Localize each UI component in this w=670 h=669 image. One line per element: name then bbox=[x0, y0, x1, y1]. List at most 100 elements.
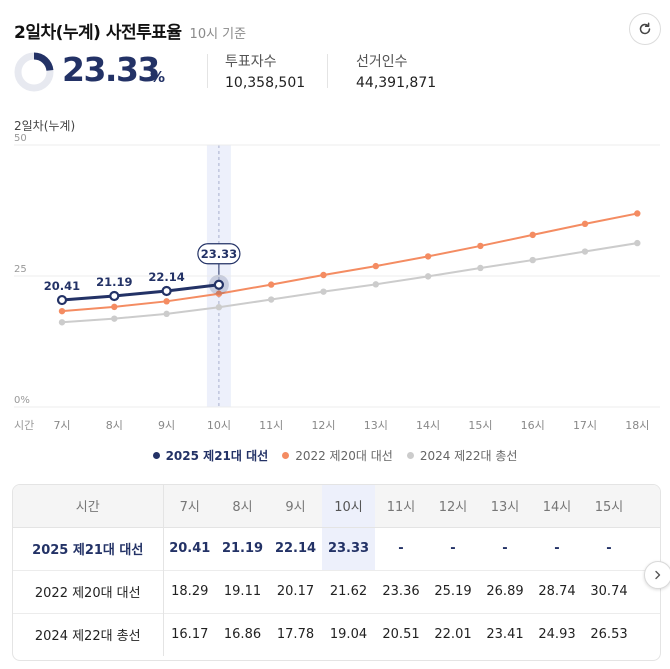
table-cell: 19.11 bbox=[223, 584, 262, 599]
table-cell: 16.17 bbox=[171, 627, 209, 643]
table-cell: - bbox=[554, 541, 560, 556]
legend-dot-icon bbox=[282, 452, 290, 459]
data-label: 23.33 bbox=[201, 247, 237, 261]
table-cell: 21.62 bbox=[329, 584, 368, 599]
turnout-donut bbox=[14, 52, 54, 92]
legend-item-2025[interactable]: 2025 제21대 대선 bbox=[152, 447, 268, 464]
data-point bbox=[215, 304, 223, 311]
table-cell: 22.14 bbox=[274, 541, 317, 556]
page-header: 2일차(누계) 사전투표율 10시 기준 bbox=[14, 18, 246, 43]
data-point bbox=[634, 210, 641, 217]
table-cell: 17.78 bbox=[276, 627, 315, 643]
x-tick-label: 9시 bbox=[158, 419, 175, 432]
data-point bbox=[58, 307, 66, 315]
row-name: 2024 제22대 총선 bbox=[13, 613, 164, 656]
table-header-cell: 8시 bbox=[216, 485, 269, 528]
table-cell: 26.89 bbox=[486, 584, 524, 599]
series-line bbox=[61, 242, 638, 324]
table-header-cell: 16 bbox=[635, 485, 660, 528]
refresh-button[interactable] bbox=[629, 13, 661, 45]
electors-label: 선거인수 bbox=[356, 54, 408, 70]
table-header-row: 시간 7시 8시 9시 10시 11시 12시 13시 14시 15시 16 bbox=[13, 485, 660, 528]
legend-dot-icon bbox=[152, 452, 160, 459]
chevron-right-icon bbox=[655, 570, 661, 580]
table-scroll-right-button[interactable] bbox=[644, 561, 670, 589]
table-cell: 28 bbox=[635, 613, 660, 656]
x-tick-label: 13시 bbox=[364, 419, 388, 432]
table-header-cell: 15시 bbox=[583, 485, 635, 528]
data-point bbox=[634, 239, 641, 247]
data-point bbox=[424, 253, 432, 260]
table-cell: 20.17 bbox=[276, 584, 315, 599]
table-cell: 24.93 bbox=[538, 627, 576, 643]
table-cell: 30.74 bbox=[590, 584, 628, 599]
table-cell: 28.74 bbox=[538, 584, 576, 599]
turnout-table: 시간 7시 8시 9시 10시 11시 12시 13시 14시 15시 16 2… bbox=[13, 485, 660, 656]
divider bbox=[327, 54, 328, 88]
data-point bbox=[581, 248, 589, 255]
chart-legend: 2025 제21대 대선 2022 제20대 대선 2024 제22대 총선 bbox=[0, 447, 670, 464]
row-name: 2025 제21대 대선 bbox=[13, 527, 164, 570]
legend-item-2024[interactable]: 2024 제22대 총선 bbox=[406, 447, 517, 464]
data-point bbox=[477, 264, 484, 272]
data-point bbox=[581, 220, 589, 228]
data-point bbox=[163, 310, 170, 318]
table-cell: 23.36 bbox=[382, 584, 420, 599]
data-point bbox=[109, 290, 120, 302]
turnout-table-container[interactable]: 시간 7시 8시 9시 10시 11시 12시 13시 14시 15시 16 2… bbox=[12, 484, 661, 661]
data-point bbox=[529, 256, 536, 264]
table-header-cell: 12시 bbox=[427, 485, 479, 528]
x-tick-label: 11시 bbox=[259, 419, 283, 432]
data-point bbox=[268, 296, 275, 303]
chart-title: 2일차(누계) bbox=[14, 119, 76, 133]
x-tick-label: 17시 bbox=[573, 419, 597, 432]
voters-stat: 투표자수 10,358,501 bbox=[225, 51, 305, 91]
table-cell: 20.41 bbox=[169, 541, 211, 556]
turnout-rate: 23.33 bbox=[62, 50, 160, 89]
table-header-cell: 10시 bbox=[322, 485, 375, 528]
y-tick-label: 0% bbox=[14, 395, 30, 406]
row-name: 2022 제20대 대선 bbox=[13, 570, 164, 613]
table-cell: 25.19 bbox=[434, 584, 472, 599]
page-title: 2일차(누계) 사전투표율 bbox=[14, 23, 182, 43]
data-point bbox=[477, 242, 484, 250]
y-tick-label: 50 bbox=[14, 134, 27, 144]
data-point bbox=[268, 281, 275, 288]
legend-dot-icon bbox=[406, 452, 414, 459]
data-point bbox=[111, 315, 118, 322]
series-line bbox=[61, 212, 638, 313]
table-cell: 19.04 bbox=[329, 627, 368, 643]
table-cell: - bbox=[606, 541, 612, 556]
table-cell: 16.86 bbox=[223, 627, 262, 643]
legend-label: 2022 제20대 대선 bbox=[295, 449, 393, 463]
table-cell: 23.41 bbox=[486, 627, 524, 643]
divider bbox=[207, 54, 208, 88]
x-tick-label: 12시 bbox=[311, 419, 335, 432]
y-tick-label: 25 bbox=[14, 264, 27, 275]
data-point bbox=[424, 273, 432, 280]
table-row: 2022 제20대 대선 18.29 19.11 20.17 21.62 23.… bbox=[13, 570, 660, 613]
data-point bbox=[163, 298, 170, 305]
x-tick-label: 15시 bbox=[468, 419, 492, 432]
x-tick-label: 16시 bbox=[521, 419, 545, 432]
legend-item-2022[interactable]: 2022 제20대 대선 bbox=[282, 447, 393, 464]
turnout-summary: 23.33 % 투표자수 10,358,501 선거인수 44,391,871 bbox=[14, 50, 474, 92]
table-cell: 22.01 bbox=[434, 627, 472, 643]
data-label: 20.41 bbox=[44, 279, 80, 293]
turnout-line-chart: 50 25 0% 시간 7시 8시 9시 10시 11시 12시 13시 14시 15시 16시 17시 18… bbox=[14, 134, 660, 432]
data-point bbox=[111, 303, 118, 311]
table-cell: - bbox=[398, 541, 404, 556]
table-row: 2025 제21대 대선 20.41 21.19 22.14 23.33 - -… bbox=[13, 527, 660, 570]
data-label: 21.19 bbox=[96, 275, 132, 289]
table-cell: 21.19 bbox=[221, 541, 264, 556]
table-header-cell: 9시 bbox=[269, 485, 322, 528]
table-header-cell: 11시 bbox=[375, 485, 427, 528]
table-header-cell: 13시 bbox=[479, 485, 531, 528]
table-cell: - bbox=[450, 541, 456, 556]
data-point bbox=[161, 285, 172, 297]
electors-stat: 선거인수 44,391,871 bbox=[356, 51, 436, 91]
table-cell: - bbox=[502, 541, 508, 556]
x-tick-label: 14시 bbox=[416, 419, 440, 432]
refresh-icon bbox=[639, 22, 651, 35]
voters-value: 10,358,501 bbox=[225, 75, 306, 91]
